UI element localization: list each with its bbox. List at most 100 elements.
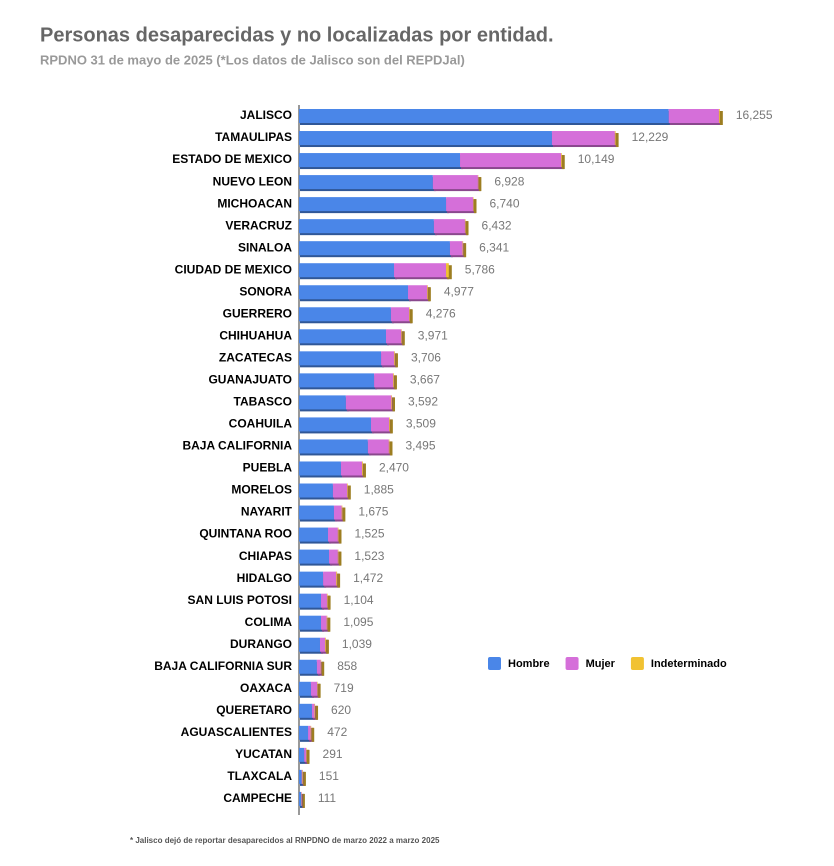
total-label: 1,095: [343, 615, 373, 629]
bar-shadow: [338, 551, 342, 566]
bar-segment: [299, 241, 450, 256]
category-label: YUCATAN: [235, 747, 292, 761]
bar-segment: [299, 307, 391, 322]
total-label: 1,039: [342, 637, 372, 651]
bar-segment: [341, 505, 343, 520]
bar-segment: [464, 219, 466, 234]
category-label: TAMAULIPAS: [215, 130, 292, 144]
category-label: MORELOS: [231, 483, 292, 497]
total-label: 6,740: [489, 196, 519, 210]
bar-segment: [367, 439, 389, 454]
bar-segment: [299, 791, 302, 806]
total-label: 1,104: [344, 593, 374, 607]
bar-segment: [347, 483, 348, 498]
bar-segment: [299, 175, 433, 190]
bar-segment: [326, 593, 328, 608]
bar-segment: [299, 219, 434, 234]
bar-segment: [407, 285, 428, 300]
bar-segment: [449, 241, 463, 256]
category-label: NAYARIT: [241, 505, 293, 519]
category-label: CHIHUAHUA: [219, 328, 292, 342]
category-label: QUERETARO: [216, 703, 292, 717]
category-label: SONORA: [239, 284, 292, 298]
bar-shadow: [428, 287, 431, 302]
category-label: BAJA CALIFORNIA SUR: [154, 659, 292, 673]
bar-segment: [401, 329, 402, 344]
total-label: 16,255: [736, 108, 773, 122]
bar-shadow: [311, 727, 315, 742]
total-label: 6,432: [482, 218, 512, 232]
bar-segment: [299, 153, 461, 168]
bar-segment: [305, 747, 307, 762]
category-label: SAN LUIS POTOSI: [188, 593, 292, 607]
bar-segment: [326, 615, 328, 630]
bar-segment: [381, 351, 395, 366]
bar-shadow: [562, 155, 565, 170]
bar-segment: [299, 659, 317, 674]
bar-segment: [327, 527, 338, 542]
bar-shadow: [402, 331, 405, 346]
bar-shadow: [306, 749, 310, 764]
bar-segment: [299, 747, 305, 762]
total-label: 6,341: [479, 240, 509, 254]
bar-segment: [321, 615, 327, 630]
bar-shadow: [312, 705, 318, 720]
total-label: 12,229: [632, 130, 669, 144]
total-label: 472: [327, 725, 347, 739]
total-label: 620: [331, 703, 351, 717]
bar-segment: [433, 219, 465, 234]
bar-segment: [394, 263, 447, 278]
category-label: TABASCO: [234, 395, 292, 409]
bar-segment: [311, 703, 315, 718]
category-label: CAMPECHE: [223, 791, 292, 805]
bar-segment: [299, 285, 408, 300]
bar-shadow: [315, 705, 319, 720]
bar-shadow: [300, 793, 305, 808]
bar-segment: [299, 197, 447, 212]
bar-segment: [299, 351, 382, 366]
bar-shadow: [447, 265, 452, 280]
total-label: 6,928: [494, 174, 524, 188]
category-label: VERACRUZ: [225, 218, 292, 232]
bar-segment: [319, 637, 326, 652]
bar-segment: [718, 109, 720, 123]
legend-swatch: [630, 657, 644, 670]
bar-segment: [388, 439, 390, 454]
total-label: 2,470: [379, 461, 409, 475]
bar-segment: [308, 725, 311, 740]
bar-segment: [310, 725, 312, 740]
bar-segment: [394, 351, 395, 366]
bar-shadow: [321, 661, 325, 676]
bar-segment: [336, 571, 338, 586]
category-label: COAHUILA: [229, 417, 293, 431]
bar-shadow: [309, 727, 314, 742]
total-label: 111: [318, 791, 337, 805]
total-label: 4,977: [444, 284, 474, 298]
total-label: 151: [319, 769, 339, 783]
bar-shadow: [337, 573, 341, 588]
category-label: PUEBLA: [243, 461, 293, 475]
bar-segment: [385, 329, 402, 344]
legend-label: Mujer: [586, 658, 616, 670]
total-label: 1,675: [358, 505, 388, 519]
category-label: ZACATECAS: [219, 351, 292, 365]
bar-segment: [299, 263, 395, 278]
bar-shadow: [719, 111, 723, 125]
bar-segment: [345, 395, 392, 410]
bar-segment: [299, 593, 322, 608]
bar-shadow: [478, 177, 482, 192]
category-label: AGUASCALIENTES: [181, 725, 292, 739]
bar-segment: [299, 109, 669, 123]
bar-segment: [432, 175, 478, 190]
bar-shadow: [338, 529, 342, 544]
total-label: 3,971: [418, 328, 448, 342]
bar-segment: [333, 505, 342, 520]
bar-segment: [427, 285, 428, 300]
category-label: SINALOA: [238, 240, 292, 254]
bar-shadow: [363, 463, 366, 478]
bar-segment: [446, 263, 449, 278]
chart-subtitle: RPDNO 31 de mayo de 2025 (*Los datos de …: [40, 52, 465, 67]
category-label: BAJA CALIFORNIA: [182, 439, 292, 453]
chart-title: Personas desaparecidas y no localizadas …: [40, 24, 554, 46]
